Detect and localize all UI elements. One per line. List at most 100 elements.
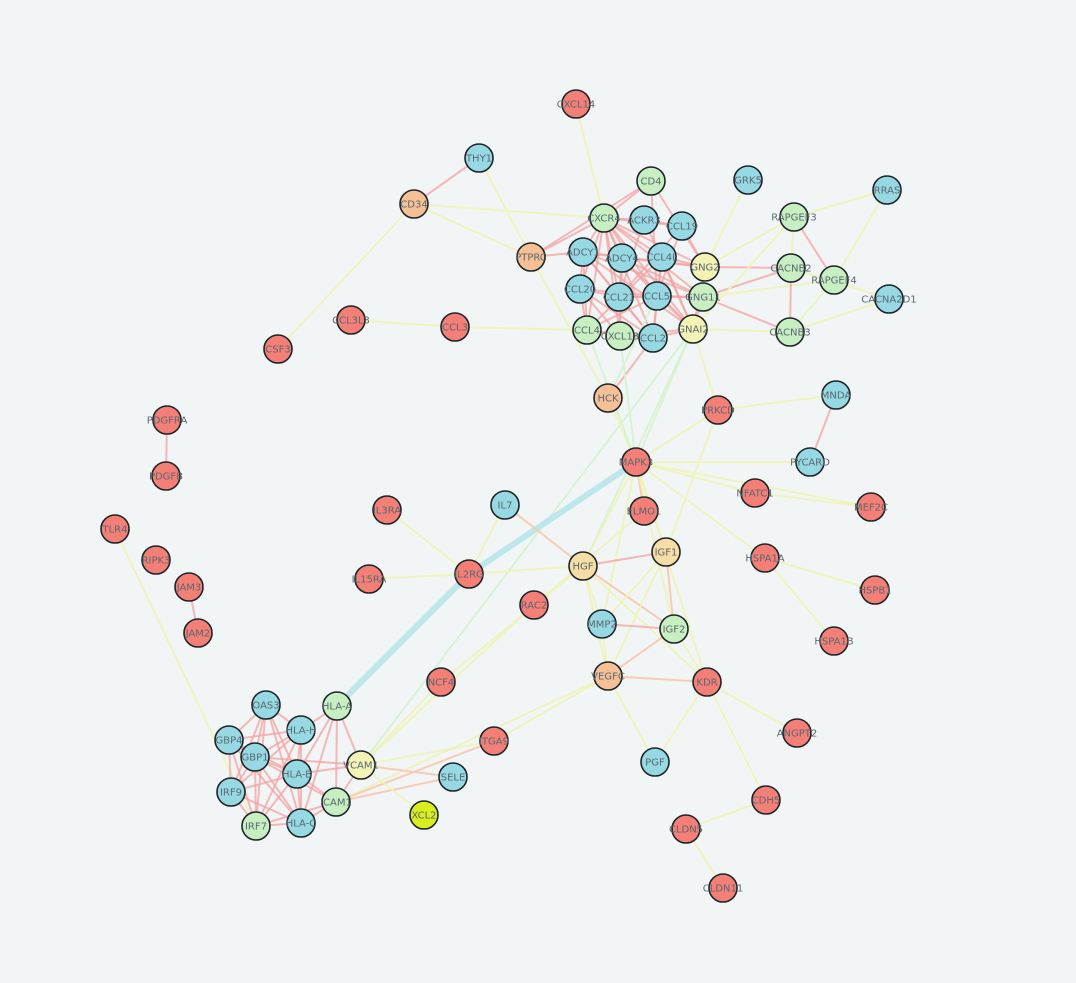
node-il15ra[interactable]: IL15RA [352,564,387,594]
node-ripk3[interactable]: RIPK3 [141,545,171,575]
node-circle[interactable] [336,305,366,335]
node-circle[interactable] [568,551,598,581]
node-elmo1[interactable]: ELMO1 [627,496,662,526]
node-hla-a[interactable]: HLA-A [322,691,352,721]
node-circle[interactable] [621,447,651,477]
node-mef2c[interactable]: MEF2C [854,492,888,522]
node-prkcd[interactable]: PRKCD [701,395,735,425]
node-il3ra[interactable]: IL3RA [372,495,402,525]
node-irf9[interactable]: IRF9 [216,777,246,807]
node-hla-b[interactable]: HLA-B [282,759,312,789]
node-vegfc[interactable]: VEGFC [591,661,625,691]
node-circle[interactable] [860,575,890,605]
node-circle[interactable] [519,590,549,620]
node-circle[interactable] [604,282,634,312]
node-adcy4[interactable]: ADCY4 [605,243,639,273]
node-nfatc1[interactable]: NFATC1 [736,478,774,508]
node-circle[interactable] [651,537,681,567]
node-circle[interactable] [593,383,623,413]
node-rapgef3[interactable]: RAPGEF3 [771,202,817,232]
node-pdgfra[interactable]: PDGFRA [147,405,188,435]
node-circle[interactable] [354,564,384,594]
node-circle[interactable] [636,166,666,196]
node-circle[interactable] [516,242,546,272]
node-cxcl13[interactable]: CXCL13 [601,321,639,351]
node-circle[interactable] [605,321,635,351]
node-rras[interactable]: RRAS [872,175,902,205]
node-cldn5[interactable]: CLDN5 [669,814,703,844]
node-circle[interactable] [216,777,246,807]
node-circle[interactable] [322,691,352,721]
node-circle[interactable] [638,323,668,353]
node-cdh5[interactable]: CDH5 [751,785,781,815]
node-gng11[interactable]: GNG11 [685,282,721,312]
node-circle[interactable] [740,478,770,508]
node-angpt2[interactable]: ANGPT2 [777,718,818,748]
node-gbp4[interactable]: GBP4 [214,725,244,755]
node-thy1[interactable]: THY1 [464,143,494,173]
node-circle[interactable] [819,626,849,656]
node-icam1[interactable]: ICAM1 [320,787,352,817]
node-circle[interactable] [286,715,316,745]
node-circle[interactable] [561,89,591,119]
node-circle[interactable] [659,614,689,644]
node-cxcl14[interactable]: CXCL14 [557,89,595,119]
node-circle[interactable] [183,618,213,648]
node-circle[interactable] [642,281,672,311]
node-igf1[interactable]: IGF1 [651,537,681,567]
node-circle[interactable] [251,690,281,720]
node-circle[interactable] [399,189,429,219]
node-circle[interactable] [733,165,763,195]
node-grk5[interactable]: GRK5 [733,165,763,195]
node-circle[interactable] [454,559,484,589]
node-circle[interactable] [241,811,271,841]
node-circle[interactable] [438,762,468,792]
node-hspb1[interactable]: HSPB1 [858,575,892,605]
node-circle[interactable] [607,243,637,273]
node-circle[interactable] [671,814,701,844]
node-circle[interactable] [214,725,244,755]
node-circle[interactable] [321,787,351,817]
node-circle[interactable] [593,661,623,691]
node-circle[interactable] [751,785,781,815]
node-circle[interactable] [174,572,204,602]
node-rapgef4[interactable]: RAPGEF4 [811,265,857,295]
node-circle[interactable] [565,274,595,304]
node-hspa1a[interactable]: HSPA1A [745,543,785,573]
node-hla-c[interactable]: HLA-C [286,808,317,838]
node-jam3[interactable]: JAM3 [174,572,204,602]
node-ccl21[interactable]: CCL21 [603,282,635,312]
node-gnai2[interactable]: GNAI2 [677,314,709,344]
node-ncf4[interactable]: NCF4 [426,667,456,697]
node-sele[interactable]: SELE [438,762,468,792]
node-circle[interactable] [587,609,617,639]
node-ackr3[interactable]: ACKR3 [627,205,661,235]
node-cacnb2[interactable]: CACNB2 [770,253,812,283]
node-circle[interactable] [479,726,509,756]
node-tlr4[interactable]: TLR4 [100,514,130,544]
node-mmp2[interactable]: MMP2 [587,609,617,639]
node-circle[interactable] [263,334,293,364]
node-cacnb3[interactable]: CACNB3 [769,317,811,347]
node-circle[interactable] [152,405,182,435]
node-circle[interactable] [100,514,130,544]
node-circle[interactable] [776,253,806,283]
node-circle[interactable] [872,175,902,205]
node-rac2[interactable]: RAC2 [519,590,549,620]
node-cxcr4[interactable]: CXCR4 [587,203,621,233]
node-circle[interactable] [647,242,677,272]
node-adcy1[interactable]: ADCY1 [566,237,600,267]
node-circle[interactable] [589,203,619,233]
node-circle[interactable] [440,312,470,342]
node-circle[interactable] [568,237,598,267]
node-circle[interactable] [141,545,171,575]
node-itga9[interactable]: ITGA9 [479,726,509,756]
node-circle[interactable] [692,667,722,697]
node-hla-h[interactable]: HLA-H [285,715,317,745]
node-ccl3[interactable]: CCL3 [440,312,470,342]
node-circle[interactable] [464,143,494,173]
node-cd34[interactable]: CD34 [399,189,429,219]
node-circle[interactable] [779,202,809,232]
node-circle[interactable] [782,718,812,748]
node-circle[interactable] [282,759,312,789]
